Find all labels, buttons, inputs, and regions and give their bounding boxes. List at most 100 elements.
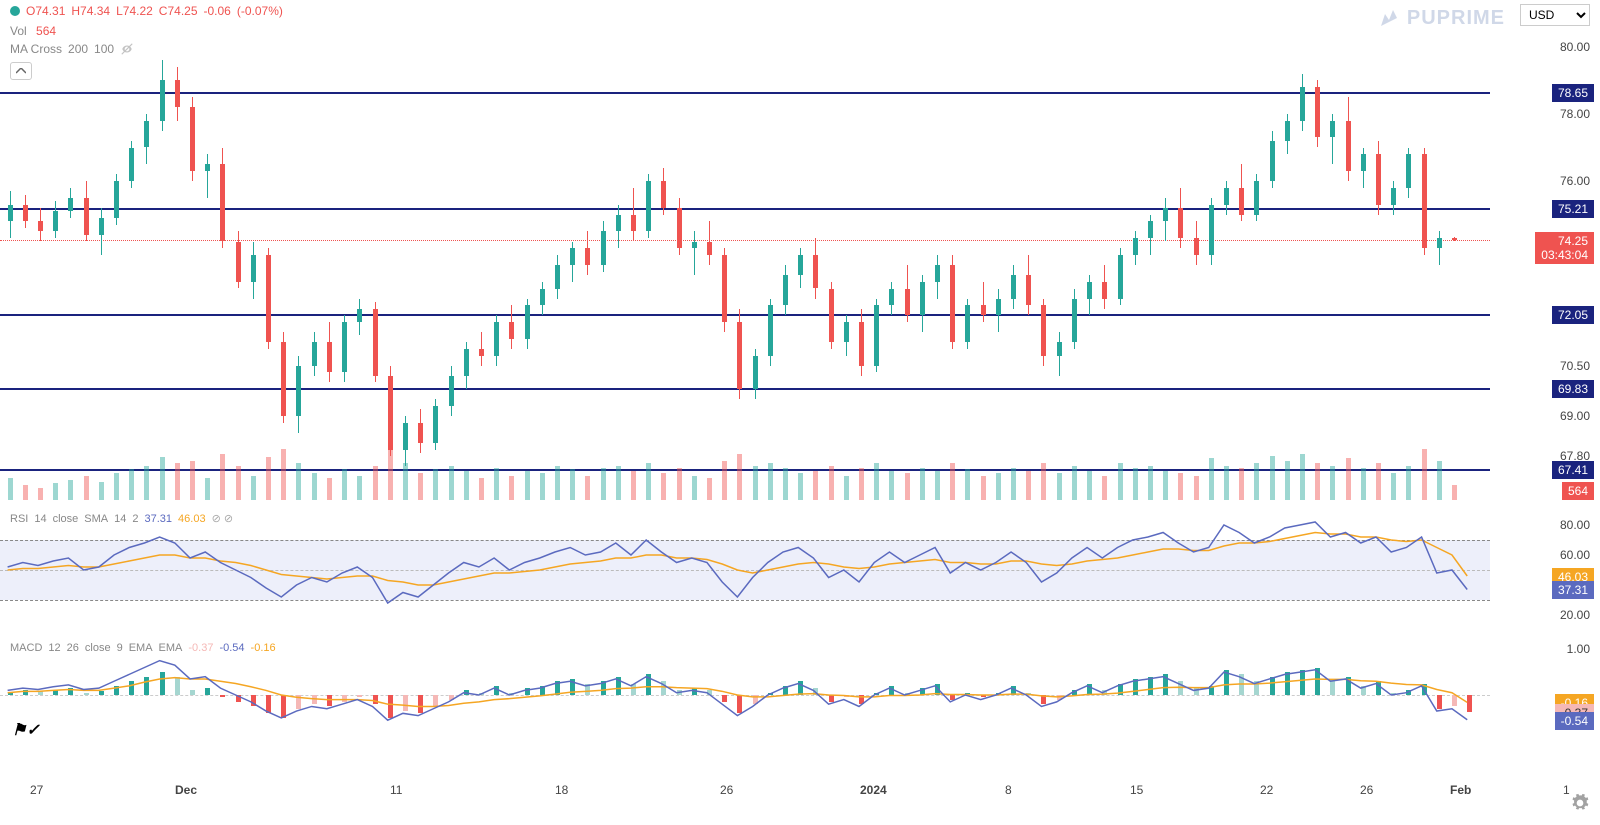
- candle[interactable]: [950, 265, 955, 342]
- candle[interactable]: [403, 423, 408, 450]
- price-level-badge[interactable]: 69.83: [1552, 380, 1594, 398]
- candle[interactable]: [616, 215, 621, 232]
- candle[interactable]: [1041, 305, 1046, 355]
- candle[interactable]: [312, 342, 317, 366]
- candle[interactable]: [661, 181, 666, 208]
- price-axis[interactable]: 67.8069.0070.5076.0078.0080.0078.6575.21…: [1490, 30, 1600, 500]
- candle[interactable]: [981, 305, 986, 315]
- settings-gear-icon[interactable]: [1570, 793, 1590, 813]
- price-level-badge[interactable]: 78.65: [1552, 84, 1594, 102]
- candle[interactable]: [996, 299, 1001, 316]
- candle[interactable]: [768, 305, 773, 355]
- candle[interactable]: [190, 107, 195, 171]
- candle[interactable]: [418, 423, 423, 443]
- support-resistance-line[interactable]: [0, 314, 1490, 316]
- candle[interactable]: [601, 231, 606, 265]
- candle[interactable]: [281, 342, 286, 416]
- candle[interactable]: [829, 289, 834, 343]
- candle[interactable]: [1361, 154, 1366, 171]
- candle[interactable]: [464, 349, 469, 376]
- candle[interactable]: [1087, 282, 1092, 299]
- candle[interactable]: [1133, 238, 1138, 255]
- candle[interactable]: [1057, 342, 1062, 355]
- candle[interactable]: [1072, 299, 1077, 343]
- price-level-badge[interactable]: 72.05: [1552, 306, 1594, 324]
- rsi-panel[interactable]: RSI 14 close SMA 14 2 37.31 46.03 ⊘ ⊘: [0, 510, 1490, 630]
- candle[interactable]: [1026, 275, 1031, 305]
- candle[interactable]: [570, 248, 575, 265]
- candle[interactable]: [388, 376, 393, 450]
- candle[interactable]: [525, 305, 530, 339]
- candle[interactable]: [1224, 188, 1229, 205]
- support-resistance-line[interactable]: [0, 388, 1490, 390]
- candle[interactable]: [1300, 87, 1305, 121]
- candle[interactable]: [373, 309, 378, 376]
- candle[interactable]: [1102, 282, 1107, 299]
- candle[interactable]: [84, 198, 89, 235]
- candle[interactable]: [540, 289, 545, 306]
- candle[interactable]: [1011, 275, 1016, 299]
- candle[interactable]: [327, 342, 332, 372]
- candle[interactable]: [920, 282, 925, 316]
- candle[interactable]: [53, 211, 58, 231]
- candle[interactable]: [236, 242, 241, 282]
- candle[interactable]: [798, 255, 803, 275]
- candle[interactable]: [1346, 121, 1351, 171]
- candle[interactable]: [357, 309, 362, 322]
- candle[interactable]: [677, 208, 682, 248]
- candle[interactable]: [1285, 121, 1290, 141]
- candle[interactable]: [68, 198, 73, 211]
- candle[interactable]: [114, 181, 119, 218]
- candle[interactable]: [433, 406, 438, 443]
- candle[interactable]: [1209, 205, 1214, 255]
- candle[interactable]: [144, 121, 149, 148]
- macd-panel[interactable]: MACD 12 26 close 9 EMA EMA -0.37 -0.54 -…: [0, 640, 1490, 750]
- candle[interactable]: [38, 221, 43, 231]
- candle[interactable]: [646, 181, 651, 231]
- candle[interactable]: [859, 322, 864, 366]
- candle[interactable]: [905, 289, 910, 316]
- support-resistance-line[interactable]: [0, 92, 1490, 94]
- candle[interactable]: [1330, 121, 1335, 138]
- candle[interactable]: [1452, 238, 1457, 240]
- candle[interactable]: [585, 248, 590, 265]
- candle[interactable]: [889, 289, 894, 306]
- candle[interactable]: [722, 255, 727, 322]
- candle[interactable]: [479, 349, 484, 356]
- candle[interactable]: [1270, 141, 1275, 181]
- candle[interactable]: [175, 80, 180, 107]
- price-chart[interactable]: [0, 30, 1490, 500]
- candle[interactable]: [1178, 208, 1183, 238]
- candle[interactable]: [296, 366, 301, 416]
- candle[interactable]: [1376, 154, 1381, 204]
- candle[interactable]: [935, 265, 940, 282]
- candle[interactable]: [1422, 154, 1427, 248]
- candle[interactable]: [692, 242, 697, 249]
- candle[interactable]: [874, 305, 879, 365]
- candle[interactable]: [707, 242, 712, 255]
- candle[interactable]: [1437, 238, 1442, 248]
- current-price-badge[interactable]: 74.2503:43:04: [1535, 232, 1594, 264]
- candle[interactable]: [1163, 208, 1168, 221]
- candle[interactable]: [449, 376, 454, 406]
- candle[interactable]: [160, 80, 165, 120]
- candle[interactable]: [753, 356, 758, 390]
- candle[interactable]: [494, 322, 499, 356]
- candle[interactable]: [965, 305, 970, 342]
- currency-select[interactable]: USD: [1520, 4, 1590, 26]
- candle[interactable]: [1118, 255, 1123, 299]
- candle[interactable]: [342, 322, 347, 372]
- candle[interactable]: [205, 164, 210, 171]
- candle[interactable]: [129, 148, 134, 182]
- candle[interactable]: [1315, 87, 1320, 137]
- candle[interactable]: [8, 205, 13, 222]
- candle[interactable]: [737, 322, 742, 389]
- candle[interactable]: [1406, 154, 1411, 188]
- candle[interactable]: [844, 322, 849, 342]
- candle[interactable]: [813, 255, 818, 289]
- candle[interactable]: [266, 255, 271, 342]
- candle[interactable]: [23, 205, 28, 222]
- candle[interactable]: [783, 275, 788, 305]
- candle[interactable]: [251, 255, 256, 282]
- candle[interactable]: [99, 218, 104, 235]
